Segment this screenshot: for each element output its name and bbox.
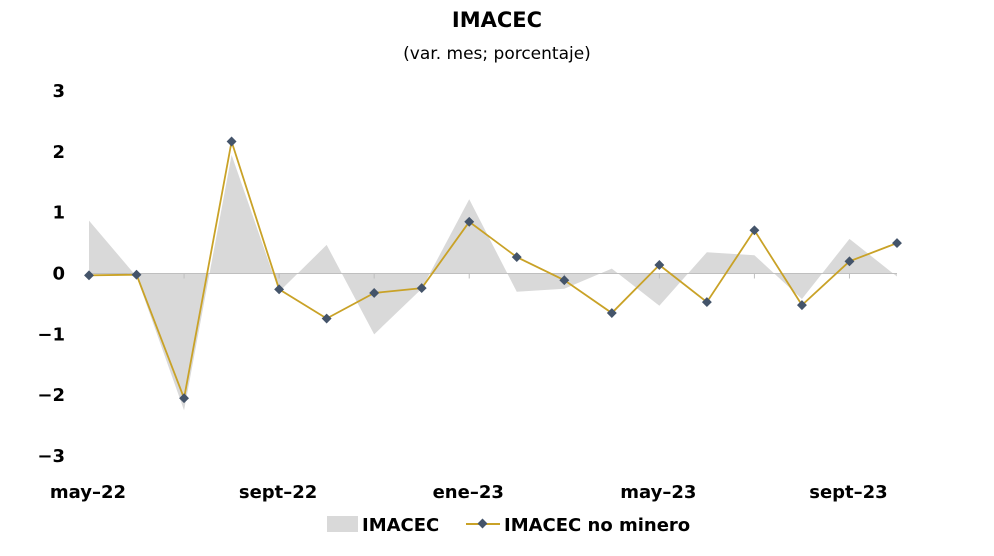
data-point-marker bbox=[749, 225, 760, 236]
x-tick-label: may–23 bbox=[620, 482, 696, 503]
data-point-marker bbox=[416, 283, 427, 294]
y-tick-label: −3 bbox=[37, 446, 65, 467]
y-tick-label: 2 bbox=[52, 142, 65, 163]
y-tick-label: 3 bbox=[52, 81, 65, 102]
data-point-marker bbox=[226, 136, 237, 147]
y-tick-label: −2 bbox=[37, 385, 65, 406]
legend-marker-imacec-no-minero bbox=[477, 518, 488, 529]
imacec-area bbox=[89, 154, 897, 411]
data-point-marker bbox=[369, 288, 380, 298]
chart-title: IMACEC bbox=[451, 8, 543, 32]
legend-swatch-imacec bbox=[327, 516, 358, 532]
data-point-marker bbox=[131, 269, 142, 280]
data-point-marker bbox=[179, 393, 190, 404]
x-tick-label: may–22 bbox=[50, 482, 126, 503]
y-tick-label: 0 bbox=[52, 264, 65, 285]
data-point-marker bbox=[844, 256, 855, 267]
data-point-marker bbox=[559, 275, 570, 286]
legend-label-imacec-no-minero: IMACEC no minero bbox=[504, 515, 690, 536]
x-tick-label: ene–23 bbox=[433, 482, 504, 503]
data-point-marker bbox=[796, 300, 807, 311]
data-point-marker bbox=[892, 238, 902, 249]
chart-subtitle: (var. mes; porcentaje) bbox=[403, 44, 591, 64]
data-point-marker bbox=[274, 284, 285, 295]
x-axis-labels: may–22 sept–22 ene–23 may–23 sept–23 bbox=[50, 482, 888, 503]
imacec-area-layer bbox=[89, 154, 897, 411]
y-tick-label: −1 bbox=[37, 324, 65, 345]
y-axis-labels: 3 2 1 0 −1 −2 −3 bbox=[37, 81, 65, 467]
data-point-marker bbox=[701, 297, 712, 308]
legend: IMACEC IMACEC no minero bbox=[327, 515, 690, 536]
data-point-marker bbox=[321, 313, 332, 324]
x-tick-label: sept–22 bbox=[239, 482, 317, 503]
x-tick-label: sept–23 bbox=[809, 482, 887, 503]
data-point-marker bbox=[654, 260, 665, 270]
y-tick-label: 1 bbox=[52, 203, 65, 224]
imacec-no-minero-line bbox=[88, 141, 898, 402]
data-point-marker bbox=[464, 216, 475, 227]
imacec-no-minero-line-layer bbox=[84, 136, 902, 404]
data-point-marker bbox=[606, 308, 617, 318]
legend-label-imacec: IMACEC bbox=[362, 515, 439, 536]
